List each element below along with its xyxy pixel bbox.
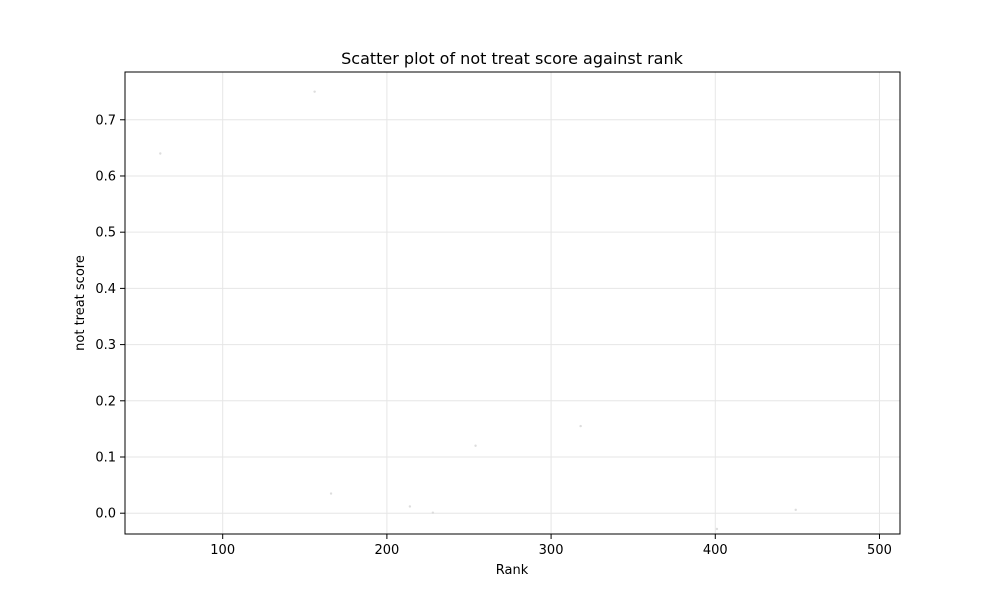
grid-lines	[125, 72, 900, 534]
chart-title: Scatter plot of not treat score against …	[341, 49, 684, 68]
scatter-point	[313, 90, 316, 93]
scatter-point	[431, 511, 435, 514]
plot-frame	[124, 71, 901, 535]
plot-background	[125, 72, 900, 534]
x-tick-label: 400	[703, 543, 728, 558]
data-points	[159, 90, 797, 531]
y-tick-label: 0.3	[95, 338, 116, 353]
x-tick-label: 300	[539, 543, 564, 558]
x-tick-label: 100	[210, 543, 235, 558]
y-tick-label: 0.5	[95, 226, 116, 241]
x-tick-label: 200	[374, 543, 399, 558]
y-axis-ticks: 0.0 0.1 0.2 0.3 0.4 0.5 0.6 0.7	[95, 113, 125, 522]
scatter-point	[408, 505, 412, 508]
scatter-point	[329, 492, 333, 495]
y-tick-label: 0.4	[95, 282, 116, 297]
y-axis-label: not treat score	[73, 255, 88, 351]
y-tick-label: 0.0	[95, 507, 116, 522]
scatter-point	[715, 527, 719, 531]
scatter-point	[474, 444, 477, 447]
y-tick-label: 0.1	[95, 451, 116, 466]
scatter-point	[794, 508, 797, 512]
y-tick-label: 0.6	[95, 169, 116, 184]
x-tick-label: 500	[867, 543, 892, 558]
x-axis-label: Rank	[496, 563, 529, 578]
scatter-point	[579, 424, 582, 428]
scatter-point	[159, 152, 162, 155]
x-axis-ticks: 100 200 300 400 500	[210, 534, 892, 558]
y-tick-label: 0.7	[95, 113, 116, 128]
y-tick-label: 0.2	[95, 394, 116, 409]
